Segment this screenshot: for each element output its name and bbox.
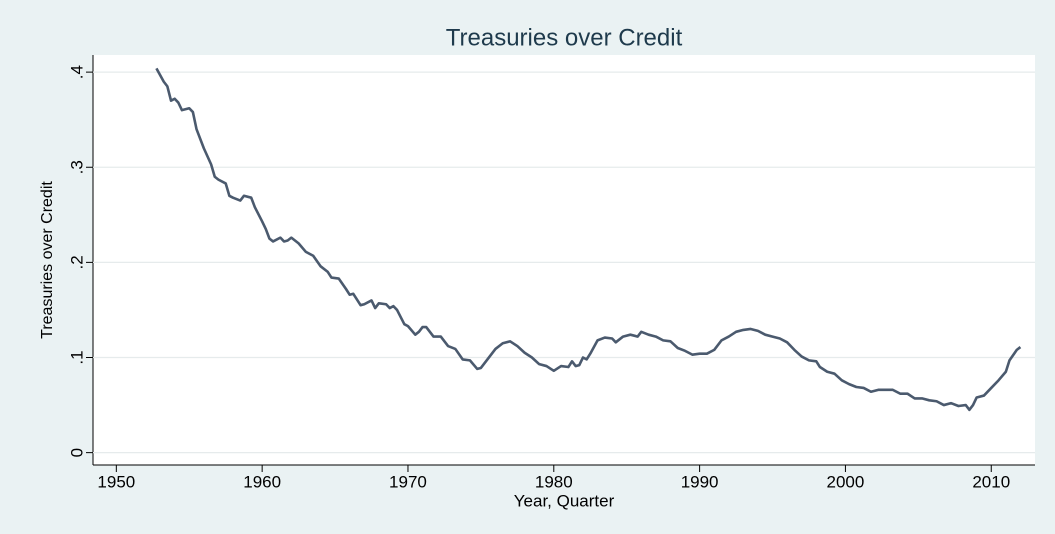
y-tick-label: .1 xyxy=(67,350,86,364)
x-axis-title: Year, Quarter xyxy=(514,491,615,510)
x-tick-label: 1990 xyxy=(681,472,719,491)
x-tick-label: 2000 xyxy=(827,472,865,491)
y-tick-label: .2 xyxy=(67,255,86,269)
y-tick-label: 0 xyxy=(67,448,86,457)
x-tick-label: 1970 xyxy=(389,472,427,491)
plot-area xyxy=(93,55,1035,465)
y-tick-label: .3 xyxy=(67,160,86,174)
chart-title: Treasuries over Credit xyxy=(446,24,683,51)
y-tick-label: .4 xyxy=(67,65,86,79)
y-axis-title: Treasuries over Credit xyxy=(39,181,56,339)
x-tick-label: 1950 xyxy=(97,472,135,491)
x-tick-label: 1980 xyxy=(535,472,573,491)
x-tick-label: 1960 xyxy=(243,472,281,491)
x-tick-label: 2010 xyxy=(972,472,1010,491)
line xyxy=(155,67,1022,412)
